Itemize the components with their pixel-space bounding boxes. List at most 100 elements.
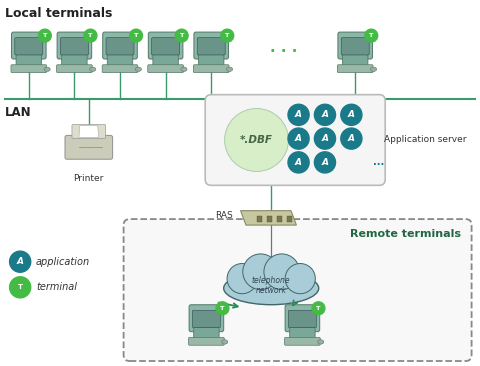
FancyBboxPatch shape	[288, 310, 316, 328]
FancyBboxPatch shape	[192, 310, 220, 328]
Ellipse shape	[227, 67, 233, 71]
Circle shape	[314, 128, 336, 149]
FancyBboxPatch shape	[108, 54, 132, 67]
Text: T: T	[88, 33, 93, 38]
FancyBboxPatch shape	[57, 65, 92, 72]
FancyBboxPatch shape	[15, 38, 43, 55]
FancyBboxPatch shape	[338, 32, 372, 59]
Text: T: T	[316, 306, 321, 311]
Text: Remote terminals: Remote terminals	[350, 229, 461, 239]
Text: A: A	[295, 158, 302, 167]
FancyBboxPatch shape	[11, 65, 47, 72]
Text: A: A	[348, 110, 355, 119]
FancyBboxPatch shape	[72, 124, 106, 138]
Text: A: A	[322, 110, 328, 119]
Circle shape	[216, 302, 229, 315]
Circle shape	[288, 104, 309, 126]
FancyBboxPatch shape	[62, 54, 87, 67]
Text: A: A	[295, 110, 302, 119]
Text: · · ·: · · ·	[269, 44, 297, 59]
FancyBboxPatch shape	[12, 32, 46, 59]
Circle shape	[10, 251, 31, 272]
Circle shape	[288, 128, 309, 149]
FancyBboxPatch shape	[60, 38, 88, 55]
FancyBboxPatch shape	[148, 32, 183, 59]
FancyBboxPatch shape	[148, 65, 183, 72]
Ellipse shape	[135, 67, 142, 71]
Ellipse shape	[181, 67, 187, 71]
Ellipse shape	[318, 340, 324, 344]
Circle shape	[130, 29, 143, 42]
Ellipse shape	[224, 272, 319, 305]
Circle shape	[341, 104, 362, 126]
Text: *.DBF: *.DBF	[240, 135, 273, 145]
Text: RAS: RAS	[215, 212, 233, 220]
FancyBboxPatch shape	[16, 54, 41, 67]
Text: T: T	[225, 33, 229, 38]
FancyBboxPatch shape	[153, 54, 178, 67]
Circle shape	[10, 277, 31, 298]
FancyBboxPatch shape	[285, 337, 320, 345]
Circle shape	[175, 29, 188, 42]
Circle shape	[243, 254, 278, 290]
FancyBboxPatch shape	[57, 32, 92, 59]
Bar	[276, 216, 282, 222]
Ellipse shape	[44, 67, 50, 71]
Circle shape	[285, 264, 315, 294]
Bar	[267, 216, 272, 222]
Bar	[257, 216, 262, 222]
Text: A: A	[322, 158, 328, 167]
Text: T: T	[43, 33, 47, 38]
Circle shape	[312, 302, 325, 315]
Text: T: T	[134, 33, 138, 38]
Circle shape	[84, 29, 97, 42]
FancyBboxPatch shape	[189, 337, 224, 345]
FancyBboxPatch shape	[197, 38, 225, 55]
Ellipse shape	[371, 67, 377, 71]
Circle shape	[314, 152, 336, 173]
FancyBboxPatch shape	[152, 38, 180, 55]
FancyBboxPatch shape	[194, 327, 219, 339]
FancyBboxPatch shape	[193, 65, 229, 72]
Text: T: T	[18, 284, 23, 290]
FancyBboxPatch shape	[65, 135, 113, 159]
Text: LAN: LAN	[5, 106, 31, 119]
Text: Printer: Printer	[73, 174, 104, 183]
Text: Application server: Application server	[384, 135, 467, 145]
Text: ...: ...	[373, 157, 384, 167]
FancyBboxPatch shape	[343, 54, 368, 67]
Text: terminal: terminal	[36, 282, 77, 292]
Text: application: application	[36, 257, 90, 267]
Bar	[287, 216, 292, 222]
FancyBboxPatch shape	[124, 219, 471, 361]
Ellipse shape	[222, 340, 228, 344]
FancyBboxPatch shape	[189, 305, 224, 332]
FancyBboxPatch shape	[103, 32, 137, 59]
Circle shape	[288, 152, 309, 173]
Text: T: T	[369, 33, 373, 38]
FancyBboxPatch shape	[194, 32, 228, 59]
FancyBboxPatch shape	[102, 65, 138, 72]
Ellipse shape	[225, 108, 288, 172]
Polygon shape	[240, 211, 296, 225]
Text: A: A	[17, 257, 24, 266]
Circle shape	[38, 29, 51, 42]
Text: A: A	[322, 134, 328, 143]
FancyBboxPatch shape	[199, 54, 224, 67]
Circle shape	[365, 29, 378, 42]
FancyBboxPatch shape	[106, 38, 134, 55]
Polygon shape	[79, 126, 99, 137]
FancyBboxPatch shape	[290, 327, 315, 339]
FancyBboxPatch shape	[205, 95, 385, 185]
Text: T: T	[220, 306, 225, 311]
Text: T: T	[180, 33, 184, 38]
Text: telephone
network: telephone network	[252, 276, 290, 295]
Circle shape	[314, 104, 336, 126]
Circle shape	[221, 29, 234, 42]
Text: A: A	[295, 134, 302, 143]
Circle shape	[264, 254, 300, 290]
Text: Local terminals: Local terminals	[5, 7, 112, 20]
FancyBboxPatch shape	[337, 65, 373, 72]
Circle shape	[227, 264, 257, 294]
Ellipse shape	[90, 67, 96, 71]
